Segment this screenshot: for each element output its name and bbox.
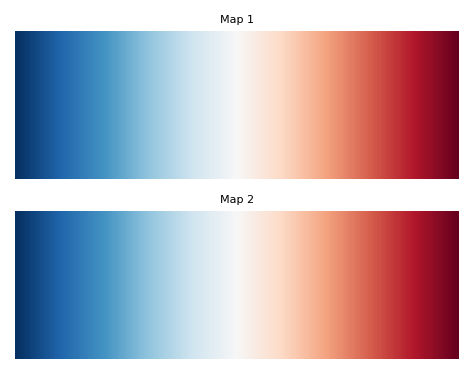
Title: Map 1: Map 1 [220, 15, 254, 25]
Title: Map 2: Map 2 [220, 194, 254, 205]
